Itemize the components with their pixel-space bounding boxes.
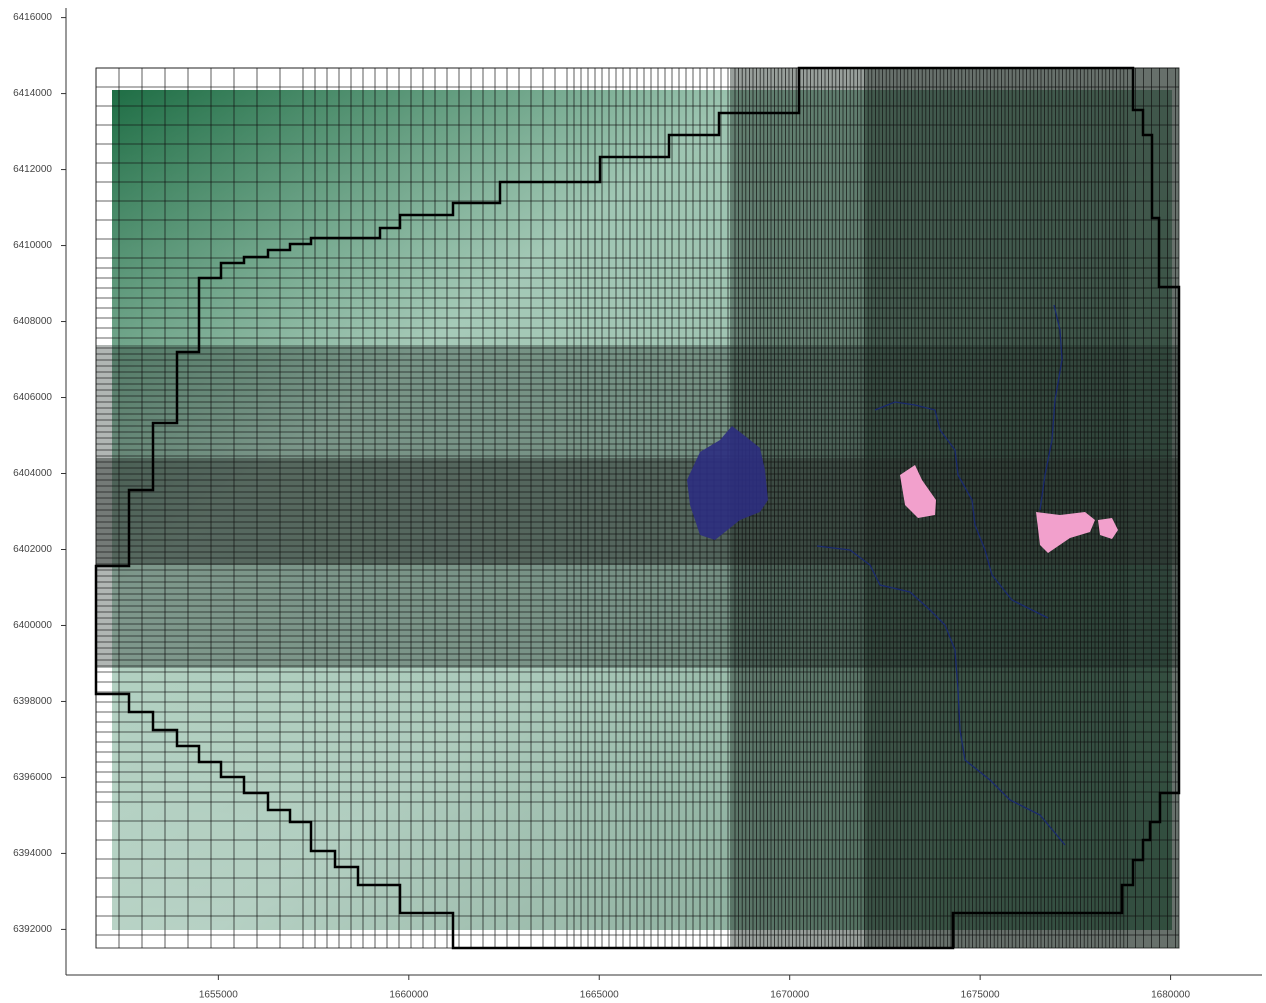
x-tick-label: 1660000 [389,990,428,1001]
y-tick-label: 6410000 [13,240,52,251]
x-tick-label: 1655000 [199,990,238,1001]
x-tick-label: 1665000 [580,990,619,1001]
x-tick-label: 1680000 [1151,990,1190,1001]
y-tick-label: 6394000 [13,848,52,859]
y-tick-label: 6402000 [13,544,52,555]
y-tick-label: 6398000 [13,696,52,707]
y-tick-label: 6406000 [13,392,52,403]
y-tick-label: 6414000 [13,88,52,99]
map-figure: 1655000 1660000 1665000 1670000 1675000 16800… [0,0,1266,1003]
y-tick-label: 6392000 [13,924,52,935]
y-tick-label: 6408000 [13,316,52,327]
x-tick-label: 1675000 [961,990,1000,1001]
y-tick-label: 6396000 [13,772,52,783]
model-area [96,68,1179,948]
y-tick-label: 6412000 [13,164,52,175]
x-tick-label: 1670000 [770,990,809,1001]
y-tick-label: 6416000 [13,12,52,23]
y-tick-label: 6400000 [13,620,52,631]
y-tick-label: 6404000 [13,468,52,479]
